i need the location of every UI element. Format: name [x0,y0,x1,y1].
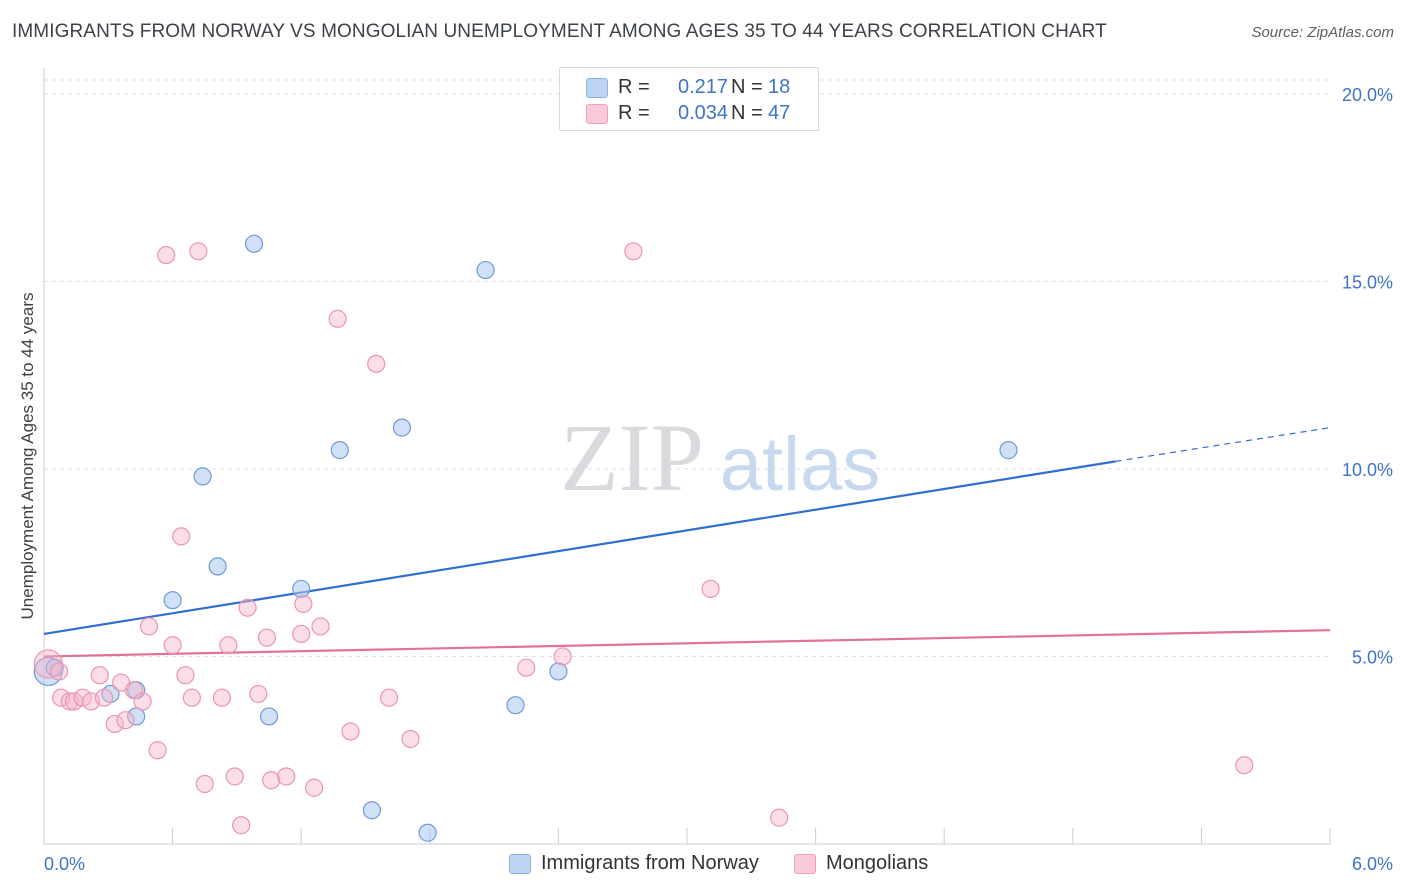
data-point [549,662,568,681]
data-point [195,774,214,794]
data-point [701,579,720,599]
data-point [328,309,347,328]
legend-r-label: R = [618,76,650,98]
data-point [330,441,349,460]
data-point [517,658,536,677]
data-point [232,816,251,835]
data-point [418,823,437,842]
data-point [311,617,330,636]
data-point [999,441,1018,460]
data-point [292,624,311,644]
y-axis-label: Unemployment Among Ages 35 to 44 years [18,292,37,620]
data-point [506,696,525,715]
data-point [212,688,231,707]
data-point [157,245,176,265]
legend-series-label: Mongolians [826,852,929,874]
source-label: Source: ZipAtlas.com [1251,24,1394,41]
legend-n-value: 47 [768,102,791,124]
legend-r-value: 0.034 [678,102,729,124]
y-tick-label: 5.0% [1352,647,1393,667]
y-tick-label: 15.0% [1342,272,1393,292]
data-point [1235,756,1254,775]
data-point [189,242,208,261]
data-point [116,711,135,730]
legend-swatch-mongolians [586,104,608,124]
chart-title: IMMIGRANTS FROM NORWAY VS MONGOLIAN UNEM… [12,21,1107,42]
stats-legend: R = 0.217 N = 18 R = 0.034 N = 47 [559,67,819,131]
watermark-atlas: atlas [720,422,881,507]
data-point [163,636,182,655]
data-point [624,242,643,261]
data-point [262,771,281,790]
data-point [148,741,167,760]
data-point [362,801,382,820]
data-point [379,688,399,707]
watermark: ZIP atlas [560,404,880,511]
data-point [341,722,360,741]
trend-line [43,629,1331,658]
x-tick-label: 0.0% [44,854,85,874]
data-point [163,591,182,610]
data-point [553,647,572,666]
legend-swatch-norway [586,78,608,98]
data-point [476,260,495,280]
data-point [304,778,324,797]
data-point [176,666,195,685]
data-point [244,234,264,253]
trend-line [43,460,1116,636]
watermark-zip: ZIP [560,404,704,511]
data-point [49,662,69,681]
data-point [127,707,146,726]
legend-r-value: 0.217 [678,76,729,98]
data-point [182,688,201,707]
legend-swatch-norway [509,854,531,874]
legend-n-label: N = [731,102,763,124]
data-point [208,557,227,576]
data-point [257,628,277,647]
legend-series-label: Immigrants from Norway [541,852,759,874]
y-tick-label: 10.0% [1342,460,1393,480]
points-layer [33,234,1254,842]
data-point [292,579,311,599]
grid-layer [44,79,1330,657]
data-point [259,707,279,726]
tick-labels-layer: 5.0% 10.0% 15.0% 20.0% 0.0% 6.0% [44,85,1393,874]
data-point [401,729,420,749]
legend-r-label: R = [618,102,650,124]
data-point [105,714,124,734]
data-point [139,617,159,636]
data-point [392,418,412,437]
legend-swatch-mongolians [794,854,816,874]
legend-n-value: 18 [768,76,791,98]
axes-layer [43,68,1331,845]
data-point [219,636,238,655]
data-point [90,666,109,685]
trend-layer [43,427,1331,658]
data-point [172,527,191,546]
x-tick-label: 6.0% [1352,854,1393,874]
data-point [94,688,114,707]
data-point [133,692,152,711]
data-point [294,594,313,614]
data-point [770,808,789,827]
data-point [238,598,257,617]
data-point [225,767,244,786]
trend-line-extension [1115,427,1331,462]
legend-n-label: N = [731,76,763,98]
data-point [249,684,268,704]
data-point [367,354,386,373]
data-point [193,467,212,486]
data-point [277,767,296,786]
y-tick-label: 20.0% [1342,85,1393,105]
